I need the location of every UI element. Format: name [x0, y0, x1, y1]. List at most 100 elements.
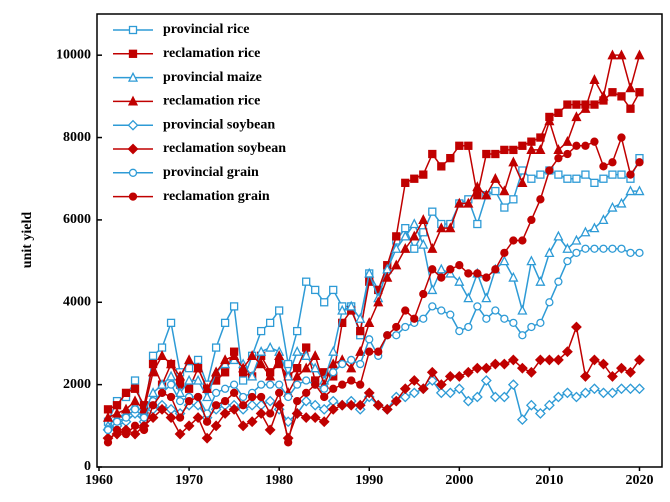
data-point	[509, 195, 518, 204]
data-point	[356, 380, 365, 389]
data-point	[400, 230, 411, 241]
data-point	[473, 219, 482, 229]
data-point	[356, 359, 365, 369]
data-point	[365, 347, 374, 356]
data-point	[356, 326, 365, 336]
data-point	[391, 259, 402, 270]
data-point	[147, 366, 159, 377]
data-point	[139, 413, 149, 422]
x-tick-label: 1960	[85, 473, 113, 488]
data-point	[419, 170, 428, 179]
data-point	[302, 376, 311, 385]
legend-marker	[128, 25, 138, 35]
legend-marker	[128, 49, 138, 58]
data-point	[392, 331, 401, 340]
data-point	[581, 244, 590, 253]
data-point	[166, 392, 176, 402]
data-point	[499, 255, 510, 266]
data-point	[284, 359, 293, 369]
data-point	[598, 214, 609, 225]
data-point	[508, 156, 519, 167]
data-point	[165, 412, 177, 424]
data-point	[454, 275, 465, 286]
legend-marker	[127, 119, 139, 131]
data-point	[246, 416, 258, 428]
data-point	[543, 399, 555, 411]
data-point	[192, 412, 204, 424]
data-point	[617, 170, 626, 179]
y-tick-label: 8000	[63, 130, 91, 145]
data-point	[473, 302, 482, 311]
data-point	[572, 248, 581, 258]
data-point	[518, 331, 527, 340]
data-point	[275, 380, 284, 389]
data-point	[473, 269, 482, 278]
data-point	[455, 261, 464, 270]
data-point	[246, 399, 258, 411]
data-point	[166, 370, 177, 381]
data-point	[634, 185, 645, 196]
data-point	[608, 158, 617, 167]
data-point	[552, 354, 564, 366]
data-point	[527, 215, 536, 225]
data-point	[409, 218, 420, 229]
data-point	[590, 137, 599, 146]
data-point	[616, 383, 627, 395]
data-point	[329, 285, 338, 295]
data-point	[418, 238, 429, 249]
data-point	[401, 306, 410, 315]
data-point	[635, 88, 644, 97]
data-point	[320, 392, 329, 402]
data-point	[454, 197, 465, 208]
data-point	[293, 380, 302, 389]
data-point	[446, 265, 455, 274]
data-point	[166, 358, 177, 369]
data-point	[202, 391, 213, 402]
data-point	[598, 90, 609, 101]
data-point	[354, 399, 366, 411]
data-point	[374, 347, 383, 356]
data-point	[500, 314, 509, 323]
data-point	[599, 162, 608, 171]
data-point	[210, 420, 222, 432]
data-point	[589, 74, 600, 85]
data-point	[355, 345, 366, 356]
data-point	[156, 350, 168, 360]
data-point	[435, 387, 447, 399]
y-tick-label: 6000	[63, 212, 91, 227]
data-point	[318, 416, 330, 428]
y-axis-label: unit yield	[20, 212, 35, 269]
data-point	[365, 335, 374, 344]
data-point	[264, 395, 276, 407]
data-point	[599, 244, 608, 253]
data-point	[320, 298, 329, 307]
data-point	[320, 384, 329, 393]
data-point	[608, 244, 617, 253]
data-point	[282, 416, 294, 428]
data-point	[292, 370, 303, 381]
data-point	[229, 380, 239, 389]
data-point	[581, 170, 590, 179]
data-point	[598, 358, 609, 370]
data-point	[534, 408, 546, 419]
data-point	[220, 368, 230, 377]
data-point	[500, 248, 509, 258]
data-point	[509, 318, 518, 328]
data-point	[266, 409, 275, 418]
data-point	[500, 145, 509, 155]
data-point	[147, 387, 159, 398]
data-point	[580, 387, 591, 399]
data-point	[463, 292, 474, 303]
x-tick-label: 2010	[535, 473, 563, 488]
data-point	[112, 417, 122, 426]
data-point	[625, 82, 636, 93]
data-point	[274, 350, 285, 360]
data-point	[256, 326, 266, 336]
data-point	[554, 170, 563, 179]
data-point	[147, 412, 159, 424]
data-point	[571, 391, 582, 403]
data-point	[338, 380, 347, 389]
data-point	[219, 408, 231, 419]
data-point	[499, 185, 510, 196]
data-point	[111, 407, 123, 418]
